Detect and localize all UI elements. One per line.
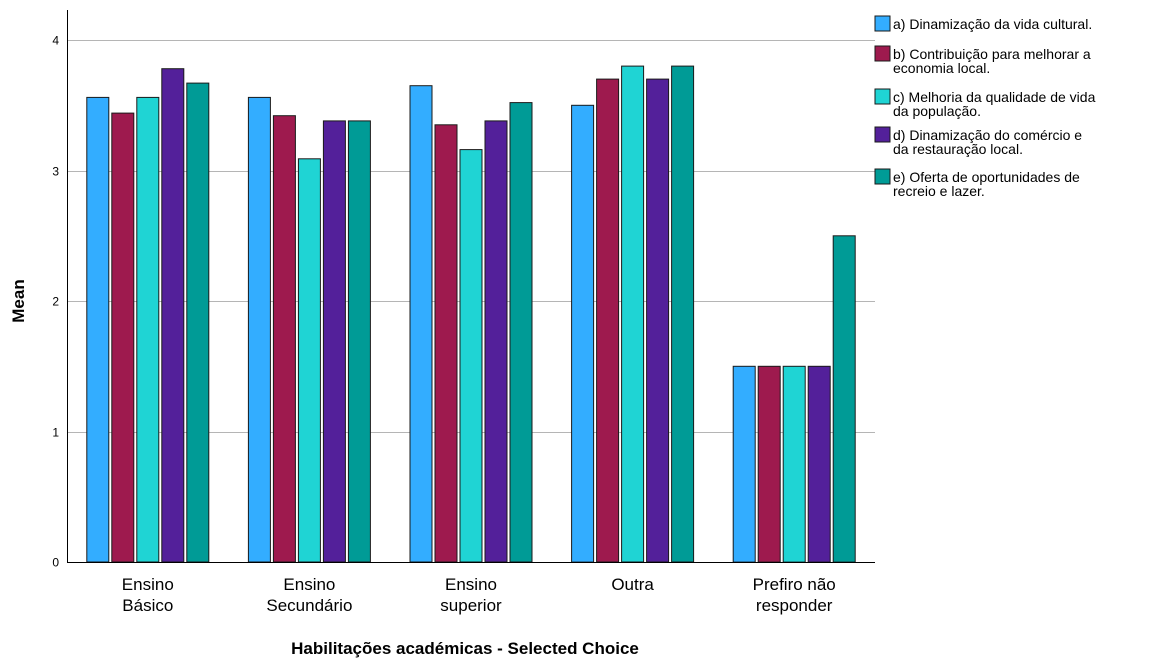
bar — [247, 96, 271, 563]
y-tick-label: 4 — [52, 34, 59, 48]
x-category-label-line: Outra — [611, 575, 654, 594]
y-axis-title: Mean — [9, 279, 28, 322]
legend-label-line: a) Dinamização da vida cultural. — [893, 16, 1092, 32]
x-category-label-line: Secundário — [266, 596, 352, 615]
x-category-labels: Ensino Básico Ensino Secundário Ensino superi… — [122, 575, 836, 615]
legend-swatch — [874, 126, 891, 143]
legend-label: e) Oferta de oportunidades de recreio e l… — [893, 169, 1080, 199]
bar — [832, 235, 856, 563]
legend-label-line: recreio e lazer. — [893, 183, 985, 199]
x-category-label: Ensino Secundário — [266, 575, 352, 615]
bar — [136, 96, 160, 563]
x-category-label-line: responder — [756, 596, 833, 615]
x-category-label-line: Ensino — [283, 575, 335, 594]
legend-label: a) Dinamização da vida cultural. — [893, 16, 1092, 32]
y-tick-label: 1 — [52, 426, 59, 440]
bar — [272, 115, 296, 563]
legend-label: d) Dinamização do comércio e da restauraç… — [893, 127, 1082, 157]
bar — [571, 104, 595, 563]
x-category-label-line: Prefiro não — [753, 575, 836, 594]
legend-label: b) Contribuição para melhorar a economia … — [893, 46, 1091, 76]
bar — [757, 365, 781, 563]
x-category-label-line: Ensino — [122, 575, 174, 594]
bar — [186, 82, 210, 563]
bars — [86, 65, 856, 563]
bar — [671, 65, 695, 563]
bar — [297, 158, 321, 563]
bar — [111, 112, 135, 563]
bar — [347, 120, 371, 563]
legend: a) Dinamização da vida cultural. b) Contr… — [874, 15, 1096, 199]
axes — [67, 10, 875, 563]
x-axis-title: Habilitações académicas - Selected Choic… — [291, 639, 639, 658]
legend-label: c) Melhoria da qualidade de vida da popul… — [893, 89, 1096, 119]
y-tick-label: 2 — [52, 295, 59, 309]
legend-label-line: b) Contribuição para melhorar a — [893, 46, 1091, 62]
x-category-label: Ensino Básico — [122, 575, 174, 615]
x-category-label: Outra — [611, 575, 654, 594]
legend-swatch — [874, 15, 891, 32]
legend-swatch — [874, 88, 891, 105]
x-category-label-line: Ensino — [445, 575, 497, 594]
x-category-label-line: superior — [440, 596, 502, 615]
legend-label-line: da população. — [893, 103, 981, 119]
legend-swatch — [874, 45, 891, 62]
bar — [322, 120, 346, 563]
legend-label-line: c) Melhoria da qualidade de vida — [893, 89, 1096, 105]
bar — [459, 149, 483, 563]
x-category-label: Ensino superior — [440, 575, 502, 615]
x-category-label: Prefiro não responder — [753, 575, 836, 615]
x-category-label-line: Básico — [122, 596, 173, 615]
bar — [621, 65, 645, 563]
bar — [86, 96, 110, 563]
bar — [484, 120, 508, 563]
y-tick-label: 3 — [52, 165, 59, 179]
bar — [161, 68, 185, 563]
legend-label-line: d) Dinamização do comércio e — [893, 127, 1082, 143]
y-tick-labels: 0 1 2 3 4 — [52, 34, 59, 570]
bar — [782, 365, 806, 563]
legend-label-line: economia local. — [893, 60, 990, 76]
bar — [732, 365, 756, 563]
y-tick-label: 0 — [52, 556, 59, 570]
bar — [807, 365, 831, 563]
legend-swatch — [874, 168, 891, 185]
bar — [409, 85, 433, 563]
bar — [596, 78, 620, 563]
bar — [509, 102, 533, 563]
legend-label-line: e) Oferta de oportunidades de — [893, 169, 1080, 185]
bar — [434, 124, 458, 563]
bar — [646, 78, 670, 563]
legend-label-line: da restauração local. — [893, 141, 1023, 157]
